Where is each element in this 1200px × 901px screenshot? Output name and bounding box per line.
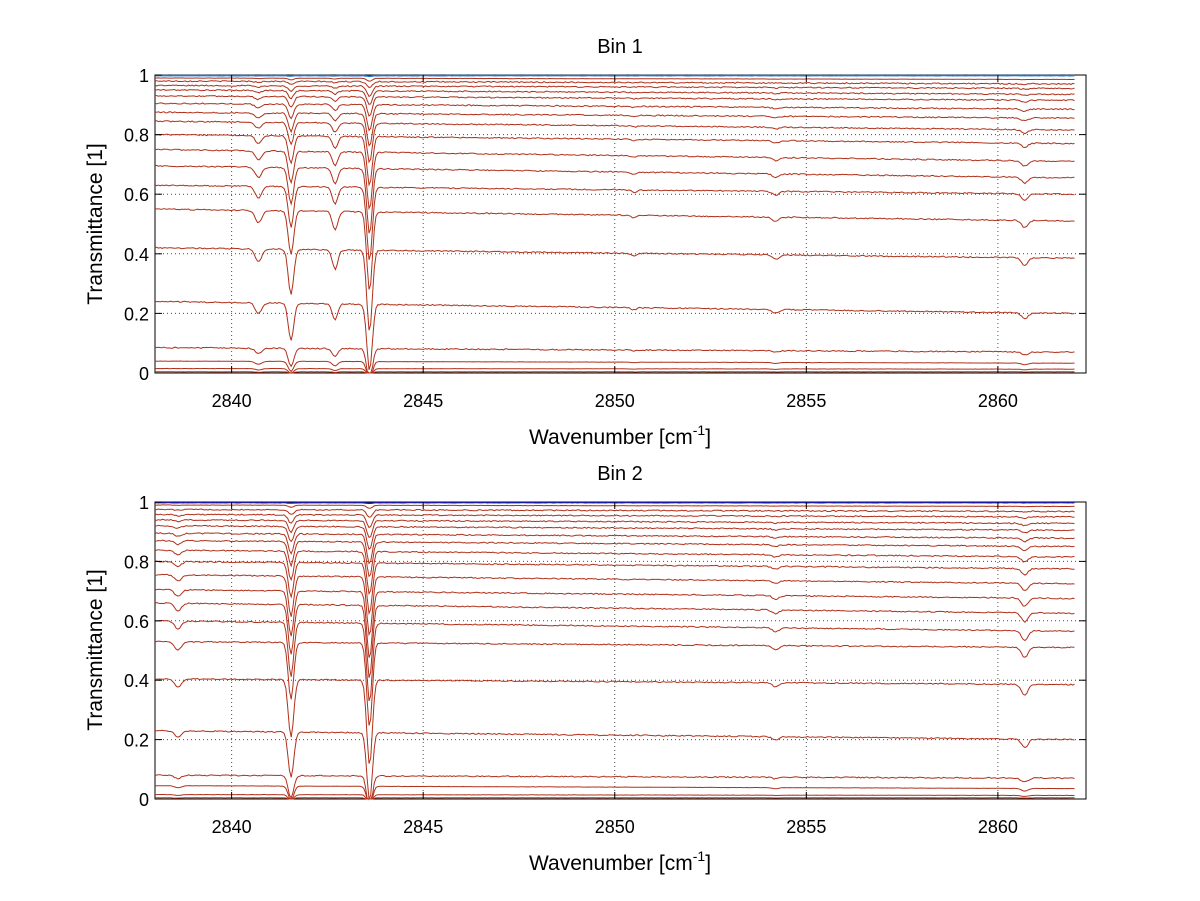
series-line bbox=[154, 677, 1075, 764]
y-tick-label: 0.2 bbox=[124, 731, 149, 751]
y-tick-label: 0 bbox=[139, 364, 149, 384]
series-line bbox=[154, 133, 1075, 187]
x-tick-label: 2840 bbox=[212, 391, 252, 411]
series-line bbox=[154, 573, 1075, 637]
y-tick-label: 0.6 bbox=[124, 612, 149, 632]
series-line bbox=[154, 346, 1075, 374]
y-tick-label: 1 bbox=[139, 493, 149, 513]
x-axis-label-superscript: -1 bbox=[693, 848, 706, 864]
series-line bbox=[154, 588, 1075, 658]
chart-title: Bin 1 bbox=[597, 36, 643, 58]
x-tick-label: 2845 bbox=[403, 391, 443, 411]
x-axis-label: Wavenumber [cm-1] bbox=[529, 422, 711, 449]
series-line bbox=[154, 729, 1075, 801]
y-tick-label: 0.6 bbox=[124, 185, 149, 205]
x-tick-label: 2855 bbox=[786, 391, 826, 411]
series-line bbox=[154, 640, 1075, 726]
x-axis-label-text: Wavenumber [cm bbox=[529, 852, 693, 875]
y-axis-label: Transmittance [1] bbox=[84, 569, 107, 730]
series-line bbox=[154, 513, 1075, 529]
x-tick-label: 2855 bbox=[786, 817, 826, 837]
series-line bbox=[154, 102, 1075, 132]
x-axis-label-close: ] bbox=[705, 852, 711, 875]
y-tick-label: 0.4 bbox=[124, 245, 149, 265]
x-axis-label-text: Wavenumber [cm bbox=[529, 426, 693, 449]
subplot-bin-2: 2840 2845 2850 2855 2860 0 0.2 0.4 0.6 0.8 1 Bin 2… bbox=[84, 463, 1087, 875]
series-line bbox=[154, 601, 1075, 678]
series-line bbox=[154, 164, 1075, 234]
chart-title: Bin 2 bbox=[597, 463, 643, 485]
x-tick-label: 2860 bbox=[978, 391, 1018, 411]
series-line bbox=[154, 360, 1075, 374]
series-line bbox=[154, 88, 1075, 106]
series-line bbox=[154, 549, 1075, 596]
series-line bbox=[154, 111, 1075, 147]
series-line bbox=[154, 300, 1075, 370]
series-line bbox=[154, 532, 1075, 565]
subplot-bin-1: 2840 2845 2850 2855 2860 0 0.2 0.4 0.6 0.8 1 Bin 1… bbox=[84, 36, 1087, 449]
series-line bbox=[154, 148, 1075, 211]
y-tick-label: 0.2 bbox=[124, 304, 149, 324]
x-tick-label: 2840 bbox=[212, 817, 252, 837]
x-tick-label: 2845 bbox=[403, 817, 443, 837]
series-line bbox=[155, 95, 1075, 117]
y-axis-label: Transmittance [1] bbox=[84, 143, 107, 304]
plot-area bbox=[154, 74, 1087, 374]
y-tick-label: 1 bbox=[139, 66, 149, 86]
series-line bbox=[154, 774, 1075, 800]
grid-lines bbox=[155, 502, 1086, 799]
series-line bbox=[154, 524, 1075, 550]
series-line bbox=[154, 619, 1075, 702]
y-tick-label: 0 bbox=[139, 790, 149, 810]
axis-ticks: 2840 2845 2850 2855 2860 0 0.2 0.4 0.6 0.8 1 bbox=[124, 493, 1086, 837]
series-line bbox=[154, 246, 1075, 331]
grid-lines bbox=[155, 75, 1086, 373]
spectra-lines bbox=[154, 74, 1075, 374]
y-tick-label: 0.4 bbox=[124, 671, 149, 691]
series-line bbox=[154, 80, 1075, 88]
series-line bbox=[154, 560, 1075, 616]
x-tick-label: 2860 bbox=[978, 817, 1018, 837]
x-tick-label: 2850 bbox=[595, 817, 635, 837]
x-axis-label: Wavenumber [cm-1] bbox=[529, 848, 711, 875]
series-line bbox=[155, 785, 1075, 800]
x-axis-label-close: ] bbox=[705, 426, 711, 449]
series-line bbox=[154, 508, 1075, 518]
series-line bbox=[154, 84, 1075, 98]
y-tick-label: 0.8 bbox=[124, 552, 149, 572]
x-axis-label-superscript: -1 bbox=[693, 422, 706, 438]
series-line bbox=[154, 120, 1075, 164]
y-tick-label: 0.8 bbox=[124, 126, 149, 146]
x-tick-label: 2850 bbox=[595, 391, 635, 411]
axis-ticks: 2840 2845 2850 2855 2860 0 0.2 0.4 0.6 0.8 1 bbox=[124, 66, 1086, 411]
series-line bbox=[155, 518, 1075, 538]
series-line bbox=[154, 539, 1075, 578]
series-line bbox=[154, 208, 1075, 290]
series-line bbox=[154, 184, 1075, 260]
